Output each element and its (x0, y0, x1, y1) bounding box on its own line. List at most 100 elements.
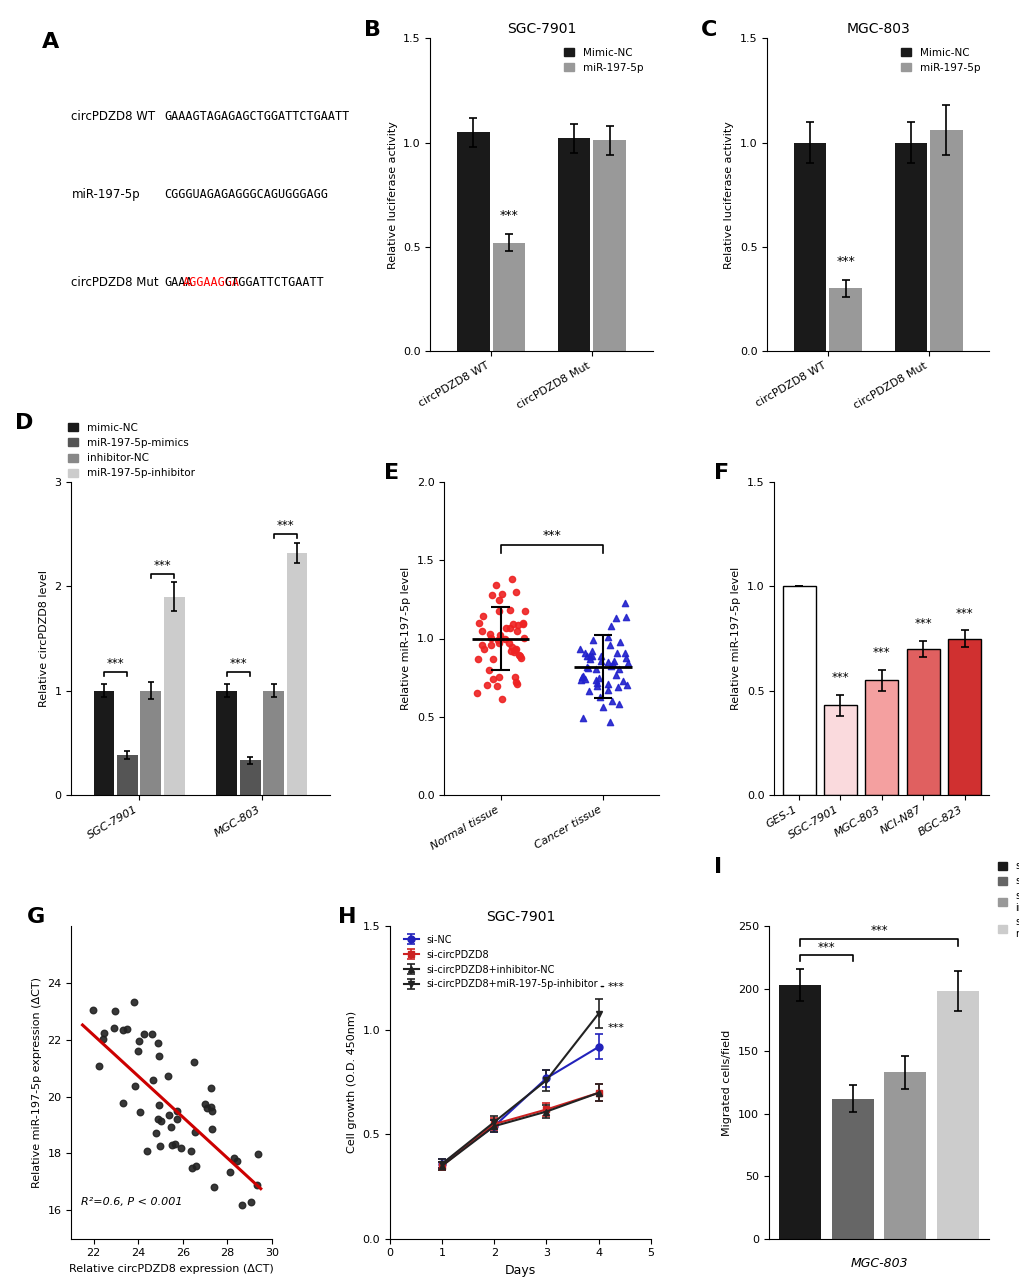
Text: ***: *** (836, 254, 854, 268)
Point (488, 677, 504, 697)
Point (510, 614, 526, 635)
Point (588, 669, 604, 690)
Bar (894, 143, 926, 351)
Bar (906, 649, 938, 794)
Point (470, 613, 486, 633)
Point (579, 646, 595, 667)
Point (614, 672, 631, 692)
Point (503, 568, 520, 589)
Point (107, 1000, 123, 1020)
Point (574, 707, 590, 728)
Point (609, 677, 626, 697)
Point (489, 630, 505, 650)
Y-axis label: Relative miR-197-5p expression (ΔCT): Relative miR-197-5p expression (ΔCT) (32, 977, 42, 1188)
Point (186, 1122, 203, 1143)
Point (575, 667, 591, 687)
Text: ***: *** (869, 925, 888, 937)
X-axis label: Days: Days (504, 1264, 535, 1277)
Point (577, 642, 593, 663)
Point (615, 593, 632, 613)
Point (501, 618, 518, 638)
Point (591, 668, 607, 688)
Text: I: I (713, 857, 721, 877)
Legend: Mimic-NC, miR-197-5p: Mimic-NC, miR-197-5p (896, 43, 983, 77)
Text: C: C (700, 19, 716, 40)
Text: ***: *** (913, 617, 931, 630)
Title: SGC-7901: SGC-7901 (485, 909, 554, 923)
Point (599, 653, 615, 673)
Point (512, 647, 528, 668)
Bar (936, 991, 978, 1239)
Text: circPDZD8 Mut: circPDZD8 Mut (71, 276, 159, 289)
Point (187, 1156, 204, 1176)
Bar (141, 691, 161, 794)
Bar (492, 243, 525, 351)
Point (572, 669, 588, 690)
Point (607, 642, 624, 663)
Point (151, 1046, 167, 1066)
Point (482, 628, 498, 649)
Point (581, 646, 597, 667)
Point (611, 632, 628, 653)
Point (618, 608, 634, 628)
Point (602, 617, 619, 637)
Title: SGC-7901: SGC-7901 (506, 22, 576, 36)
Point (599, 674, 615, 695)
Y-axis label: Relative circPDZD8 level: Relative circPDZD8 level (39, 570, 49, 707)
Point (582, 649, 598, 669)
Point (507, 581, 524, 601)
Point (618, 647, 634, 668)
Point (162, 1117, 178, 1138)
Point (512, 646, 528, 667)
Text: ***: *** (542, 529, 560, 541)
Point (473, 635, 489, 655)
Point (574, 667, 590, 687)
Point (169, 1110, 185, 1130)
Point (508, 674, 525, 695)
Y-axis label: Relative miR-197-5p level: Relative miR-197-5p level (731, 567, 741, 710)
Text: ***: *** (607, 982, 625, 991)
Y-axis label: Relative luciferase activity: Relative luciferase activity (387, 120, 397, 268)
Legend: Mimic-NC, miR-197-5p: Mimic-NC, miR-197-5p (559, 43, 647, 77)
Point (131, 1102, 148, 1122)
Text: ***: *** (955, 607, 972, 619)
Point (85, 1000, 101, 1020)
Point (145, 1070, 161, 1091)
Point (204, 1101, 220, 1121)
Bar (117, 755, 138, 794)
Point (169, 1101, 185, 1121)
Point (592, 646, 608, 667)
Point (474, 607, 490, 627)
Text: ***: *** (817, 941, 835, 954)
Point (115, 1092, 131, 1112)
Point (243, 1193, 259, 1213)
Point (493, 584, 510, 604)
Point (490, 600, 506, 621)
Point (584, 641, 600, 661)
Point (144, 1024, 160, 1045)
Point (139, 1140, 155, 1161)
Text: E: E (384, 464, 398, 484)
Text: ***: *** (229, 656, 248, 669)
Point (601, 635, 618, 655)
Bar (823, 705, 856, 794)
Y-axis label: Relative luciferase activity: Relative luciferase activity (723, 120, 734, 268)
Y-axis label: Cell growth (O.D. 450nm): Cell growth (O.D. 450nm) (346, 1011, 357, 1153)
Point (482, 635, 498, 655)
Point (619, 674, 635, 695)
Point (96, 1023, 112, 1043)
Point (488, 575, 504, 595)
Point (469, 683, 485, 704)
Legend: mimic-NC, miR-197-5p-mimics, inhibitor-NC, miR-197-5p-inhibitor: mimic-NC, miR-197-5p-mimics, inhibitor-N… (63, 419, 199, 483)
Point (506, 640, 523, 660)
Point (588, 676, 604, 696)
Bar (263, 691, 284, 794)
Point (203, 1078, 219, 1098)
Point (602, 656, 619, 677)
Point (233, 1195, 250, 1216)
Point (505, 642, 522, 663)
Point (507, 672, 524, 692)
Point (490, 667, 506, 687)
Point (150, 1033, 166, 1054)
Point (610, 693, 627, 714)
